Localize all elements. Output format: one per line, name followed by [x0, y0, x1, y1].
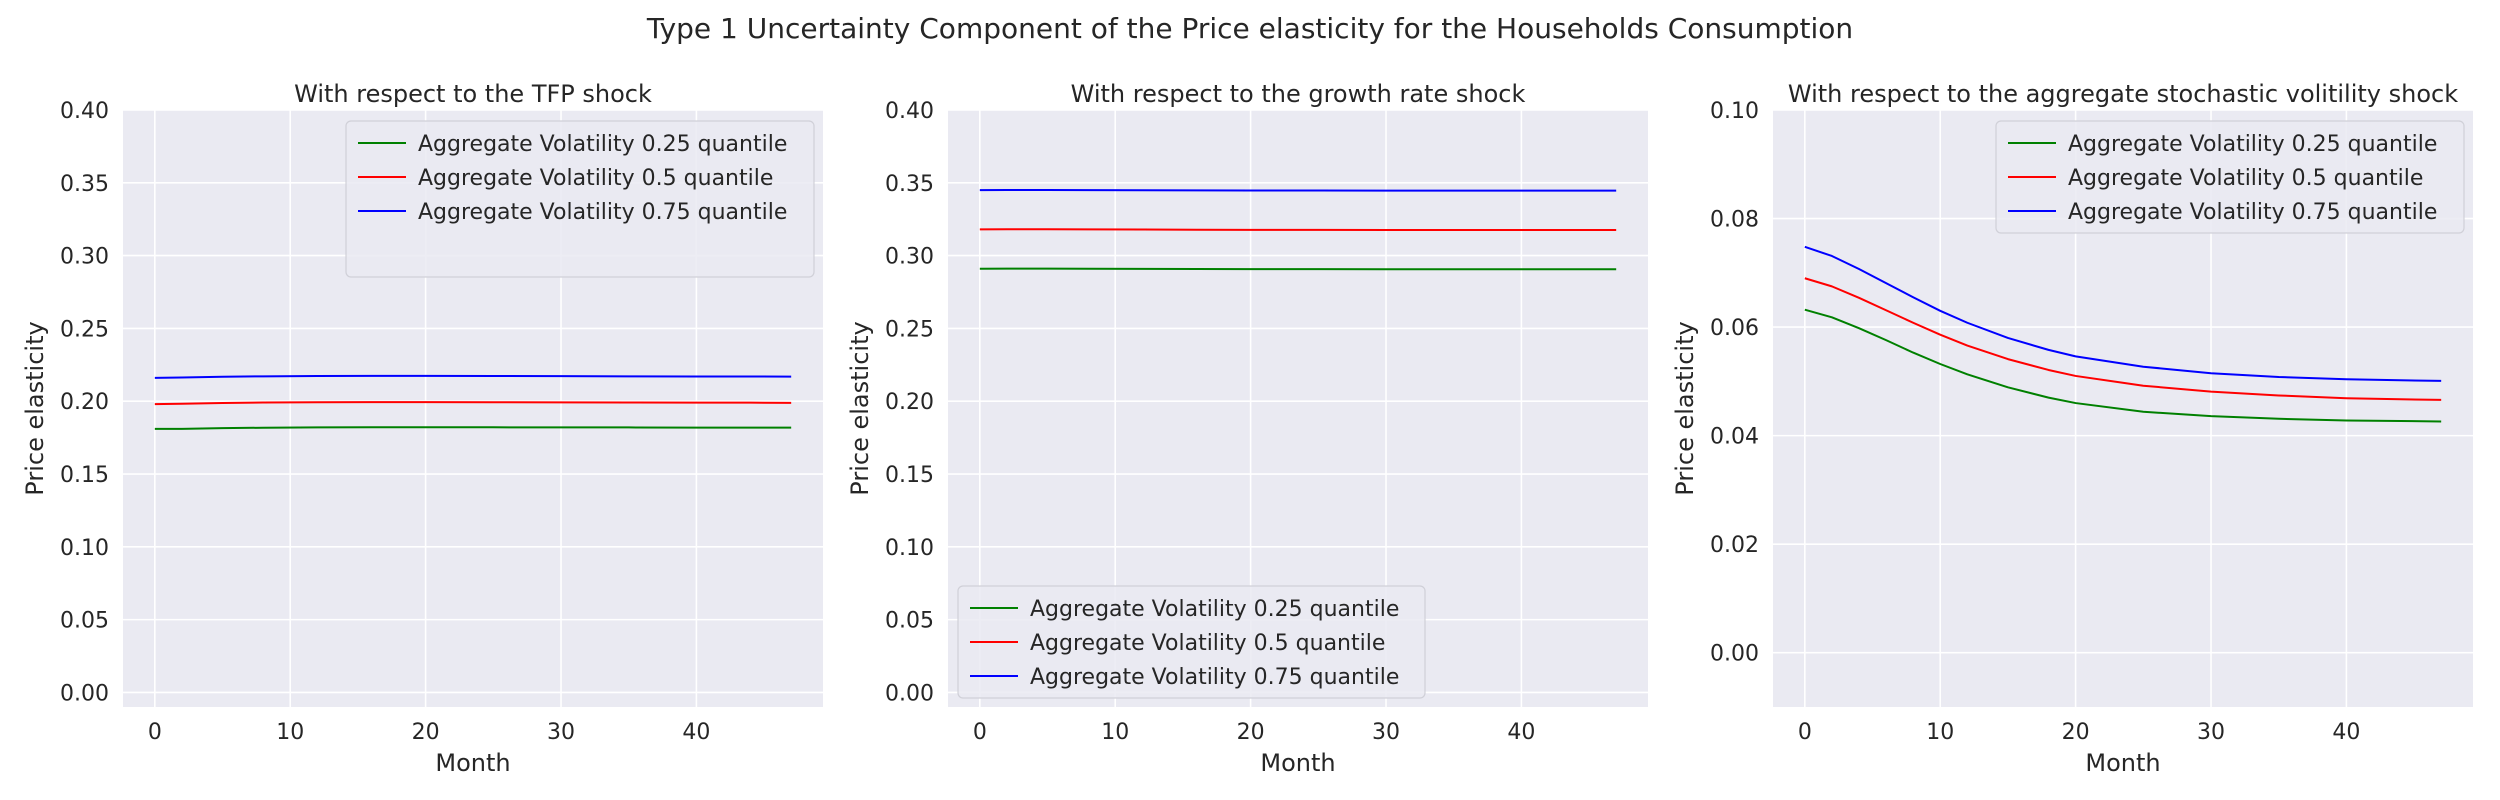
y-tick-label: 0.00 — [60, 681, 109, 706]
x-tick-label: 20 — [412, 720, 440, 745]
legend-entry: Aggregate Volatility 0.5 quantile — [418, 166, 773, 191]
x-tick-label: 40 — [2332, 720, 2360, 745]
y-tick-label: 0.10 — [1710, 99, 1759, 124]
x-tick-label: 0 — [148, 720, 162, 745]
legend-entry: Aggregate Volatility 0.75 quantile — [2068, 200, 2437, 225]
x-tick-label: 20 — [1237, 720, 1265, 745]
y-tick-label: 0.40 — [885, 99, 934, 124]
y-tick-label: 0.00 — [885, 681, 934, 706]
y-tick-label: 0.08 — [1710, 208, 1759, 233]
y-tick-label: 0.15 — [885, 463, 934, 488]
y-tick-label: 0.25 — [885, 317, 934, 342]
y-tick-label: 0.35 — [885, 172, 934, 197]
legend-entry: Aggregate Volatility 0.75 quantile — [1030, 665, 1399, 690]
series-lines — [154, 374, 792, 430]
y-tick-label: 0.20 — [885, 390, 934, 415]
chart-panel-1: 0 10 20 30 40 0.00 0.05 0.10 0.15 0.20 0.25 0.30 0.3… — [21, 80, 823, 777]
x-tick-label: 40 — [682, 720, 710, 745]
legend: Aggregate Volatility 0.25 quantile Aggreg… — [957, 585, 1426, 699]
y-tick-label: 0.30 — [885, 245, 934, 270]
legend-entry: Aggregate Volatility 0.25 quantile — [418, 132, 787, 157]
y-tick-label: 0.15 — [60, 463, 109, 488]
x-axis-label: Month — [435, 749, 510, 777]
x-axis-label: Month — [1260, 749, 1335, 777]
y-tick-label: 0.02 — [1710, 533, 1759, 558]
x-tick-label: 30 — [1372, 720, 1400, 745]
y-axis-label: Price elasticity — [21, 321, 49, 495]
series-line-1 — [1804, 308, 2442, 423]
y-tick-label: 0.25 — [60, 317, 109, 342]
legend-entry: Aggregate Volatility 0.25 quantile — [1030, 597, 1399, 622]
x-tick-label: 20 — [2062, 720, 2090, 745]
series-line-2 — [154, 401, 792, 406]
x-axis-label: Month — [2085, 749, 2160, 777]
figure-title: Type 1 Uncertainty Component of the Pric… — [646, 12, 1853, 45]
y-tick-label: 0.04 — [1710, 425, 1759, 450]
y-tick-label: 0.10 — [60, 536, 109, 561]
legend: Aggregate Volatility 0.25 quantile Aggreg… — [1995, 120, 2465, 234]
x-tick-label: 40 — [1507, 720, 1535, 745]
chart-panel-2: 0 10 20 30 40 0.00 0.05 0.10 0.15 0.20 0.25 0.30 0.3… — [846, 80, 1648, 777]
y-tick-label: 0.05 — [60, 609, 109, 634]
x-tick-label: 10 — [1926, 720, 1954, 745]
chart-title: With respect to the TFP shock — [294, 80, 652, 108]
legend-entry: Aggregate Volatility 0.25 quantile — [2068, 132, 2437, 157]
series-line-1 — [979, 267, 1617, 271]
legend-entry: Aggregate Volatility 0.75 quantile — [418, 200, 787, 225]
chart-title: With respect to the aggregate stochastic… — [1788, 80, 2458, 108]
y-tick-label: 0.35 — [60, 172, 109, 197]
legend-entry: Aggregate Volatility 0.5 quantile — [1030, 631, 1385, 656]
chart-panel-3: 0 10 20 30 40 0.00 0.02 0.04 0.06 0.08 0.10 With re… — [1671, 80, 2473, 777]
series-line-2 — [979, 228, 1617, 231]
x-tick-label: 0 — [973, 720, 987, 745]
chart-panels: 0 10 20 30 40 0.00 0.05 0.10 0.15 0.20 0.25 0.30 0.3… — [21, 80, 2473, 777]
y-tick-label: 0.00 — [1710, 642, 1759, 667]
series-line-3 — [1804, 245, 2442, 382]
legend-box — [957, 585, 1426, 699]
y-tick-label: 0.30 — [60, 245, 109, 270]
series-lines — [1804, 245, 2442, 423]
x-tick-label: 30 — [547, 720, 575, 745]
legend: Aggregate Volatility 0.25 quantile Aggreg… — [345, 120, 815, 278]
y-tick-label: 0.10 — [885, 536, 934, 561]
series-line-2 — [1804, 277, 2442, 401]
chart-title: With respect to the growth rate shock — [1071, 80, 1526, 108]
legend-entry: Aggregate Volatility 0.5 quantile — [2068, 166, 2423, 191]
legend-box — [345, 120, 815, 278]
y-axis-label: Price elasticity — [1671, 321, 1699, 495]
x-tick-label: 0 — [1798, 720, 1812, 745]
y-tick-label: 0.40 — [60, 99, 109, 124]
x-tick-label: 30 — [2197, 720, 2225, 745]
x-tick-label: 10 — [276, 720, 304, 745]
x-tick-label: 10 — [1101, 720, 1129, 745]
grid — [948, 109, 1648, 707]
y-tick-label: 0.20 — [60, 390, 109, 415]
series-line-1 — [154, 426, 792, 430]
y-tick-label: 0.06 — [1710, 316, 1759, 341]
series-lines — [979, 188, 1617, 271]
series-line-3 — [154, 374, 792, 379]
y-axis-label: Price elasticity — [846, 321, 874, 495]
legend-box — [1995, 120, 2465, 234]
y-tick-label: 0.05 — [885, 609, 934, 634]
series-line-3 — [979, 188, 1617, 192]
